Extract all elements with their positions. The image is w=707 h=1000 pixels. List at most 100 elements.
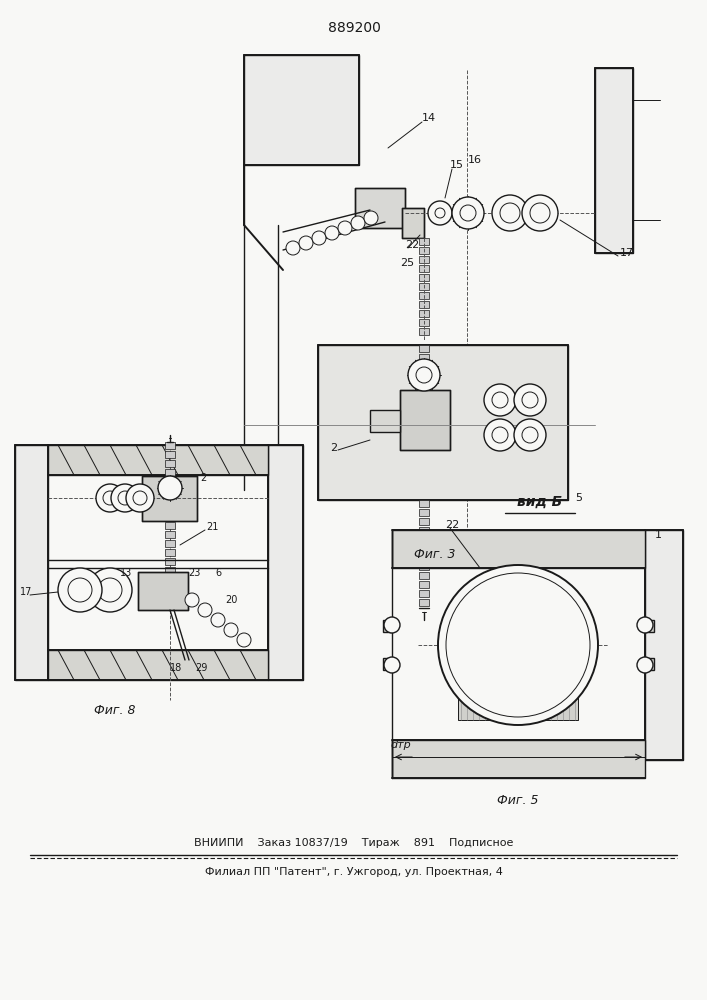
Text: 18: 18 [170, 663, 182, 673]
Circle shape [384, 617, 400, 633]
Bar [355, 188, 405, 228]
Circle shape [416, 367, 432, 383]
Circle shape [351, 216, 365, 230]
Circle shape [96, 484, 124, 512]
Bar [419, 527, 429, 534]
Bar [419, 238, 429, 245]
Circle shape [492, 195, 528, 231]
Bar [419, 372, 429, 379]
Bar [165, 567, 175, 574]
Bar [419, 283, 429, 290]
Text: 17: 17 [620, 248, 634, 258]
Bar [419, 563, 429, 570]
Circle shape [211, 613, 225, 627]
Bar [165, 496, 175, 503]
Text: 15: 15 [450, 160, 464, 170]
Bar [419, 274, 429, 281]
Circle shape [68, 578, 92, 602]
Circle shape [514, 384, 546, 416]
Bar [419, 247, 429, 254]
Bar [419, 599, 429, 606]
Circle shape [484, 384, 516, 416]
Bar [165, 540, 175, 547]
Circle shape [158, 476, 182, 500]
Bar [419, 310, 429, 317]
Circle shape [98, 578, 122, 602]
Bar [383, 658, 392, 670]
Bar [165, 442, 175, 449]
Bar [400, 390, 450, 450]
Circle shape [126, 484, 154, 512]
Circle shape [514, 419, 546, 451]
Text: ВНИИПИ    Заказ 10837/19    Тираж    891    Подписное: ВНИИПИ Заказ 10837/19 Тираж 891 Подписно… [194, 838, 514, 848]
Text: Филиал ПП "Патент", г. Ужгород, ул. Проектная, 4: Филиал ПП "Патент", г. Ужгород, ул. Прое… [205, 867, 503, 877]
Circle shape [312, 231, 326, 245]
Bar [165, 487, 175, 494]
Text: 2: 2 [330, 443, 337, 453]
Bar [458, 675, 578, 720]
Bar [419, 265, 429, 272]
Bar [165, 522, 175, 529]
Text: 6: 6 [215, 568, 221, 578]
Bar [165, 451, 175, 458]
Bar [419, 581, 429, 588]
Bar [419, 345, 429, 352]
Text: 1: 1 [655, 530, 662, 540]
Circle shape [325, 226, 339, 240]
Circle shape [88, 568, 132, 612]
Text: dтр: dтр [390, 740, 411, 750]
Bar [419, 328, 429, 335]
Circle shape [492, 392, 508, 408]
Circle shape [435, 208, 445, 218]
Circle shape [224, 623, 238, 637]
Circle shape [492, 427, 508, 443]
Text: Фиг. 5: Фиг. 5 [497, 794, 539, 806]
Bar [318, 345, 568, 500]
Bar [383, 620, 392, 632]
Bar [165, 460, 175, 467]
Circle shape [484, 419, 516, 451]
Text: 22: 22 [445, 520, 460, 530]
Circle shape [338, 221, 352, 235]
Bar [419, 536, 429, 543]
Circle shape [428, 201, 452, 225]
Circle shape [103, 491, 117, 505]
Bar [392, 530, 645, 568]
Circle shape [446, 573, 590, 717]
Bar [419, 319, 429, 326]
Bar [419, 381, 429, 388]
Bar [402, 208, 424, 238]
Circle shape [452, 197, 484, 229]
Circle shape [460, 205, 476, 221]
Bar [268, 445, 303, 680]
Bar [419, 545, 429, 552]
Circle shape [522, 427, 538, 443]
Bar [370, 410, 400, 432]
Bar [165, 505, 175, 512]
Bar [244, 55, 359, 165]
Bar [48, 650, 268, 680]
Bar [645, 658, 654, 670]
Text: вид Б: вид Б [518, 495, 563, 509]
Bar [165, 585, 175, 592]
Circle shape [522, 392, 538, 408]
Bar [595, 68, 633, 253]
Circle shape [637, 617, 653, 633]
Bar [419, 256, 429, 263]
Circle shape [530, 203, 550, 223]
Circle shape [118, 491, 132, 505]
Bar [165, 549, 175, 556]
Bar [419, 572, 429, 579]
Text: Фиг. 8: Фиг. 8 [94, 704, 136, 716]
Circle shape [364, 211, 378, 225]
Text: Фиг. 3: Фиг. 3 [414, 548, 456, 562]
Bar [165, 469, 175, 476]
Text: 17: 17 [20, 587, 33, 597]
Bar [165, 531, 175, 538]
Bar [419, 590, 429, 597]
Text: 889200: 889200 [327, 21, 380, 35]
Bar [165, 478, 175, 485]
Circle shape [522, 195, 558, 231]
Bar [165, 558, 175, 565]
Text: 20: 20 [225, 595, 238, 605]
